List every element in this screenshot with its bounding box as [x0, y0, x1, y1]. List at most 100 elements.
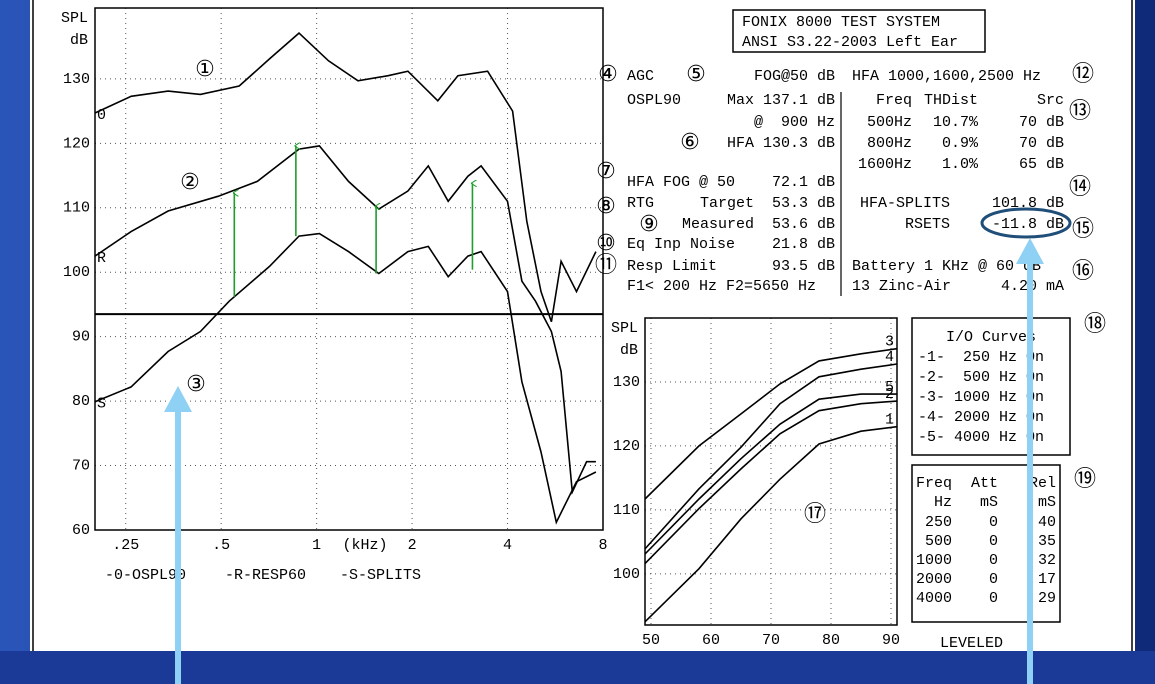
y-tick-label: 90	[72, 329, 90, 346]
curve	[644, 393, 897, 555]
x-tick-label: 8	[598, 537, 607, 554]
table-cell: 0	[989, 514, 998, 531]
curve	[94, 232, 597, 525]
x-tick-label: 2	[408, 537, 417, 554]
result-cell: Freq	[876, 92, 912, 109]
footer: LEVELED	[940, 635, 1003, 652]
legend-entry: -2- 500 Hz On	[918, 369, 1044, 386]
curve	[94, 32, 597, 323]
pointer-arrow-head	[1016, 238, 1044, 264]
curve-marker: 1	[885, 412, 894, 429]
result-cell: THDist	[924, 92, 978, 109]
table-cell: 0	[989, 552, 998, 569]
curve-marker: 3	[885, 334, 894, 351]
result-cell: 70 dB	[1019, 114, 1064, 131]
callout: ⑧	[596, 194, 616, 219]
result-value: @ 900 Hz	[754, 114, 835, 131]
legend-entry: -3- 1000 Hz On	[918, 389, 1044, 406]
table-header: mS	[1038, 494, 1056, 511]
result-cell: 70 dB	[1019, 135, 1064, 152]
callout: ⑱	[1084, 312, 1106, 337]
callout: ⑨	[639, 212, 659, 237]
curve-marker: 4	[885, 349, 894, 366]
y-axis-label: SPL	[61, 10, 88, 27]
result-text: Battery 1 KHz @ 60 dB	[852, 258, 1041, 275]
y-tick-label: 80	[72, 393, 90, 410]
x-tick-label: 70	[762, 632, 780, 649]
result-cell: 800Hz	[867, 135, 912, 152]
x-tick-label: 60	[702, 632, 720, 649]
table-cell: 35	[1038, 533, 1056, 550]
result-cell: 13 Zinc-Air	[852, 278, 951, 295]
callout: ⑯	[1072, 259, 1094, 284]
x-tick-label: 50	[642, 632, 660, 649]
result-value: HFA 130.3 dB	[727, 135, 835, 152]
curve	[644, 400, 898, 565]
y-tick-label: 130	[63, 71, 90, 88]
callout: ③	[186, 372, 206, 397]
y-tick-label: 100	[63, 264, 90, 281]
header-line: FONIX 8000 TEST SYSTEM	[742, 14, 940, 31]
result-cell: 0.9%	[942, 135, 979, 152]
result-cell: 1.0%	[942, 156, 979, 173]
legend-box	[911, 317, 1071, 456]
result-label: HFA FOG @ 50	[627, 174, 735, 191]
curve	[644, 363, 898, 550]
result-label: RTG	[627, 195, 654, 212]
callout: ⑪	[595, 253, 617, 278]
y-tick-label: 120	[63, 135, 90, 152]
callout: ⑩	[596, 231, 616, 256]
curve-marker: 0	[97, 107, 106, 124]
plot-frame	[94, 7, 604, 531]
result-cell: 65 dB	[1019, 156, 1064, 173]
curve	[644, 347, 898, 500]
callout: ②	[180, 170, 200, 195]
table-cell: 32	[1038, 552, 1056, 569]
table-header: Att	[971, 475, 998, 492]
curve	[644, 425, 898, 623]
callout: ④	[598, 62, 618, 87]
result-cell: RSETS	[905, 216, 950, 233]
table-cell: 2000	[916, 571, 952, 588]
highlight-ellipse	[980, 207, 1072, 239]
y-tick-label: 60	[72, 522, 90, 539]
y-tick-label: 110	[63, 200, 90, 217]
pointer-arrows	[164, 238, 1044, 684]
curve-marker: 5	[885, 379, 894, 396]
x-tick-label: 4	[503, 537, 512, 554]
result-value: Max 137.1 dB	[727, 92, 835, 109]
bottom-band	[0, 651, 1155, 684]
table-cell: 0	[989, 533, 998, 550]
result-cell: 500Hz	[867, 114, 912, 131]
header-line: ANSI S3.22-2003 Left Ear	[742, 34, 958, 51]
result-value: 72.1 dB	[772, 174, 835, 191]
callout: ⑰	[804, 502, 826, 527]
y-tick-label: 130	[613, 374, 640, 391]
callout: ⑫	[1072, 62, 1094, 87]
table-header: mS	[980, 494, 998, 511]
y-axis-unit: dB	[70, 32, 88, 49]
callout: ⑲	[1074, 467, 1096, 492]
result-label: OSPL90	[627, 92, 681, 109]
result-cell: 1600Hz	[858, 156, 912, 173]
plot-frame	[644, 317, 898, 626]
table-box	[911, 464, 1061, 623]
result-cell: HFA-SPLITS	[860, 195, 950, 212]
table-cell: 17	[1038, 571, 1056, 588]
legend-entry: -R-RESP60	[225, 567, 306, 584]
legend-title: I/O Curves	[946, 329, 1036, 346]
result-text: HFA 1000,1600,2500 Hz	[852, 68, 1041, 85]
x-tick-label: .25	[112, 537, 139, 554]
result-label: AGC	[627, 68, 654, 85]
table-cell: 500	[925, 533, 952, 550]
y-tick-label: 100	[613, 566, 640, 583]
legend-entry: -S-SPLITS	[340, 567, 421, 584]
y-tick-label: 110	[613, 502, 640, 519]
y-axis-label: SPL	[611, 320, 638, 337]
result-label: Eq Inp Noise	[627, 236, 735, 253]
callout: ⑬	[1069, 99, 1091, 124]
pointer-arrow-head	[164, 386, 192, 412]
result-value: 93.5 dB	[772, 258, 835, 275]
result-value: Measured 53.6 dB	[682, 216, 835, 233]
